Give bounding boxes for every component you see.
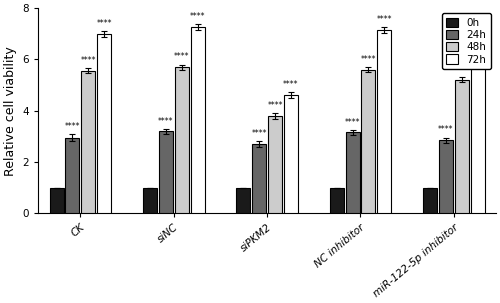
Bar	[455, 80, 469, 213]
Text: ****: ****	[158, 117, 174, 125]
Bar	[268, 116, 282, 213]
Bar	[190, 27, 204, 213]
Bar	[174, 67, 188, 213]
Bar	[66, 138, 80, 213]
Bar	[143, 188, 157, 213]
Bar	[470, 31, 484, 213]
Bar	[236, 188, 250, 213]
Text: ****: ****	[64, 122, 80, 132]
Text: ****: ****	[174, 52, 190, 62]
Text: ****: ****	[252, 129, 267, 138]
Bar	[284, 95, 298, 213]
Text: ****: ****	[376, 15, 392, 24]
Bar	[378, 30, 392, 213]
Text: ****: ****	[438, 125, 454, 135]
Text: ****: ****	[96, 19, 112, 28]
Bar	[346, 132, 360, 213]
Text: ****: ****	[80, 56, 96, 65]
Legend: 0h, 24h, 48h, 72h: 0h, 24h, 48h, 72h	[442, 13, 490, 69]
Text: ****: ****	[360, 55, 376, 64]
Bar	[97, 34, 111, 213]
Text: ****: ****	[283, 80, 298, 89]
Bar	[362, 70, 376, 213]
Text: ****: ****	[454, 65, 469, 74]
Text: ****: ****	[268, 101, 283, 110]
Text: ****: ****	[345, 118, 360, 127]
Bar	[50, 188, 64, 213]
Bar	[82, 71, 96, 213]
Bar	[159, 131, 173, 213]
Text: ****: ****	[470, 16, 486, 25]
Bar	[330, 188, 344, 213]
Bar	[423, 188, 437, 213]
Y-axis label: Relative cell viability: Relative cell viability	[4, 46, 17, 175]
Bar	[439, 140, 453, 213]
Text: ****: ****	[190, 12, 206, 21]
Bar	[252, 144, 266, 213]
